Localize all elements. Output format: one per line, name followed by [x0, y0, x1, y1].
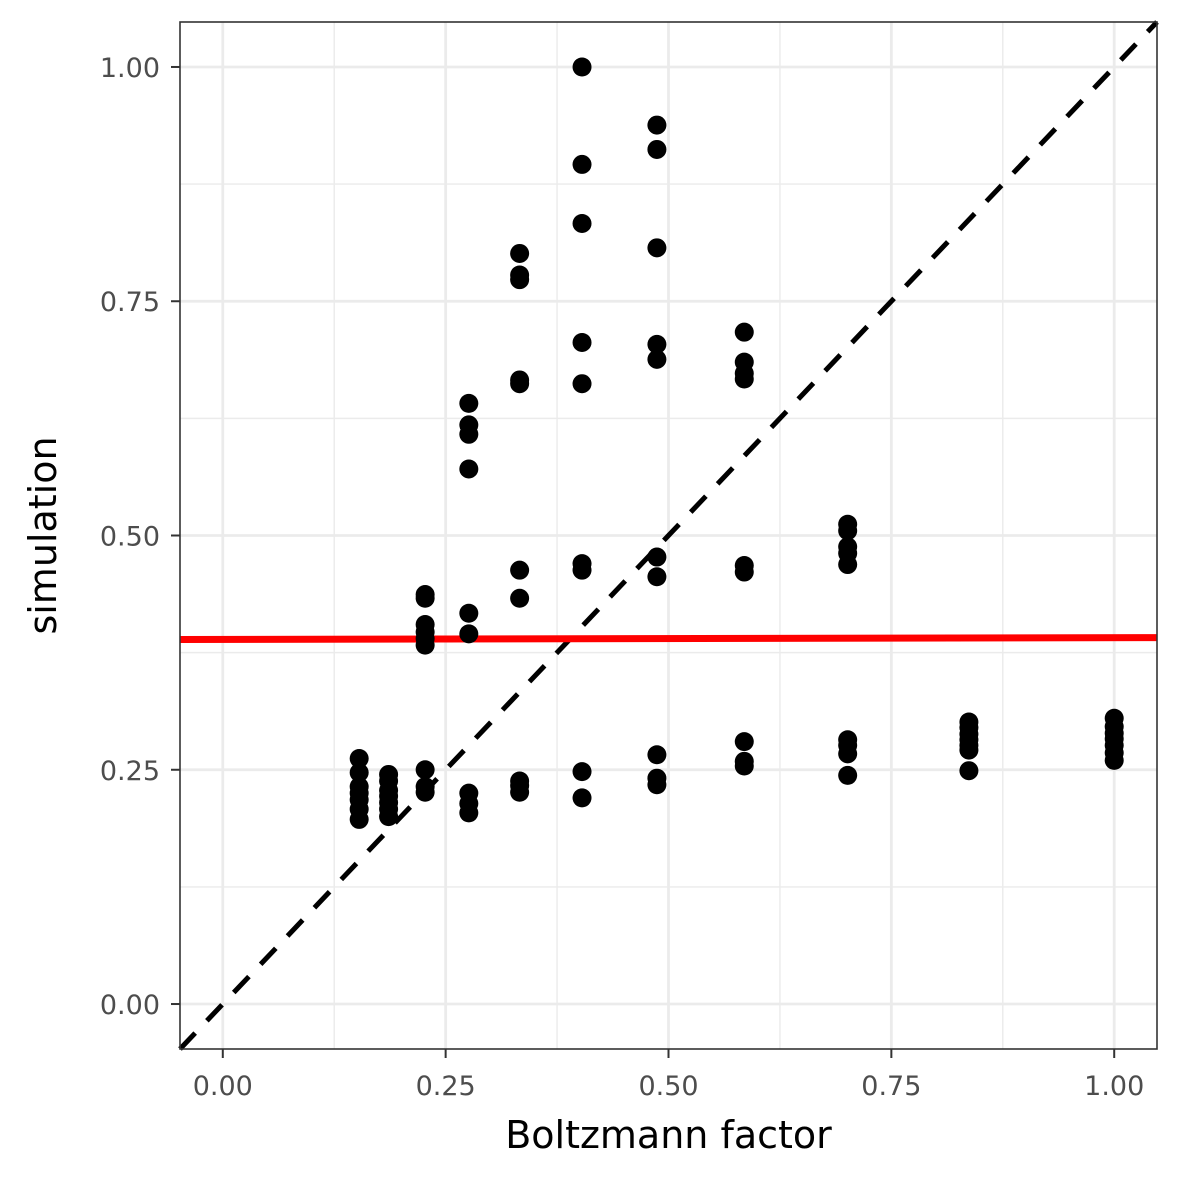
data-point	[459, 803, 479, 823]
data-point	[510, 270, 530, 290]
data-point	[572, 762, 592, 782]
y-tick-label: 1.00	[100, 53, 160, 84]
x-tick-label: 0.50	[638, 1071, 698, 1102]
data-point	[459, 459, 479, 479]
identity-reference-line	[178, 20, 1159, 1051]
data-point	[647, 139, 667, 159]
data-point	[510, 560, 530, 580]
data-point	[647, 745, 667, 765]
data-point	[510, 243, 530, 263]
data-point	[415, 588, 435, 608]
data-point	[572, 57, 592, 77]
data-point	[647, 547, 667, 567]
data-point	[838, 521, 858, 541]
data-point	[415, 760, 435, 780]
data-point	[459, 624, 479, 644]
axes: 0.00 0.25 0.50 0.75 1.00 0.00 0.25 0.50 0.75 1.00	[100, 53, 1144, 1102]
data-point	[838, 765, 858, 785]
data-point	[510, 588, 530, 608]
reference-line-layer	[178, 20, 1159, 1051]
data-point	[838, 744, 858, 764]
data-point	[349, 749, 369, 769]
data-point	[572, 213, 592, 233]
fit-line-layer	[179, 634, 1158, 644]
data-point	[459, 424, 479, 444]
data-point	[459, 393, 479, 413]
data-point	[647, 567, 667, 587]
data-point	[349, 809, 369, 829]
data-point	[379, 807, 399, 827]
data-point	[459, 603, 479, 623]
x-axis-title: Boltzmann factor	[505, 1113, 832, 1157]
x-tick-label: 0.00	[193, 1071, 253, 1102]
data-point	[647, 775, 667, 795]
data-point	[959, 761, 979, 781]
data-point	[647, 115, 667, 135]
data-point	[959, 740, 979, 760]
x-tick-label: 1.00	[1084, 1071, 1144, 1102]
data-point	[1104, 750, 1124, 770]
data-point	[510, 374, 530, 394]
x-tick-label: 0.75	[861, 1071, 921, 1102]
data-point	[647, 238, 667, 258]
data-point	[415, 782, 435, 802]
y-tick-label: 0.50	[100, 522, 160, 553]
data-point	[734, 756, 754, 776]
y-tick-label: 0.25	[100, 756, 160, 787]
data-point	[838, 555, 858, 575]
data-point	[415, 635, 435, 655]
y-tick-label: 0.00	[100, 990, 160, 1021]
y-tick-label: 0.75	[100, 287, 160, 318]
data-point	[510, 782, 530, 802]
data-point	[572, 788, 592, 808]
fit-line	[179, 634, 1158, 644]
data-point	[734, 562, 754, 582]
data-point	[572, 154, 592, 174]
data-point	[572, 332, 592, 352]
data-point	[734, 322, 754, 342]
data-points	[349, 57, 1124, 829]
data-point	[647, 349, 667, 369]
data-point	[572, 560, 592, 580]
data-point	[647, 334, 667, 354]
data-point	[572, 374, 592, 394]
data-point	[734, 369, 754, 389]
x-tick-label: 0.25	[416, 1071, 476, 1102]
data-point	[349, 763, 369, 783]
y-axis-title: simulation	[21, 436, 65, 634]
data-point	[734, 732, 754, 752]
